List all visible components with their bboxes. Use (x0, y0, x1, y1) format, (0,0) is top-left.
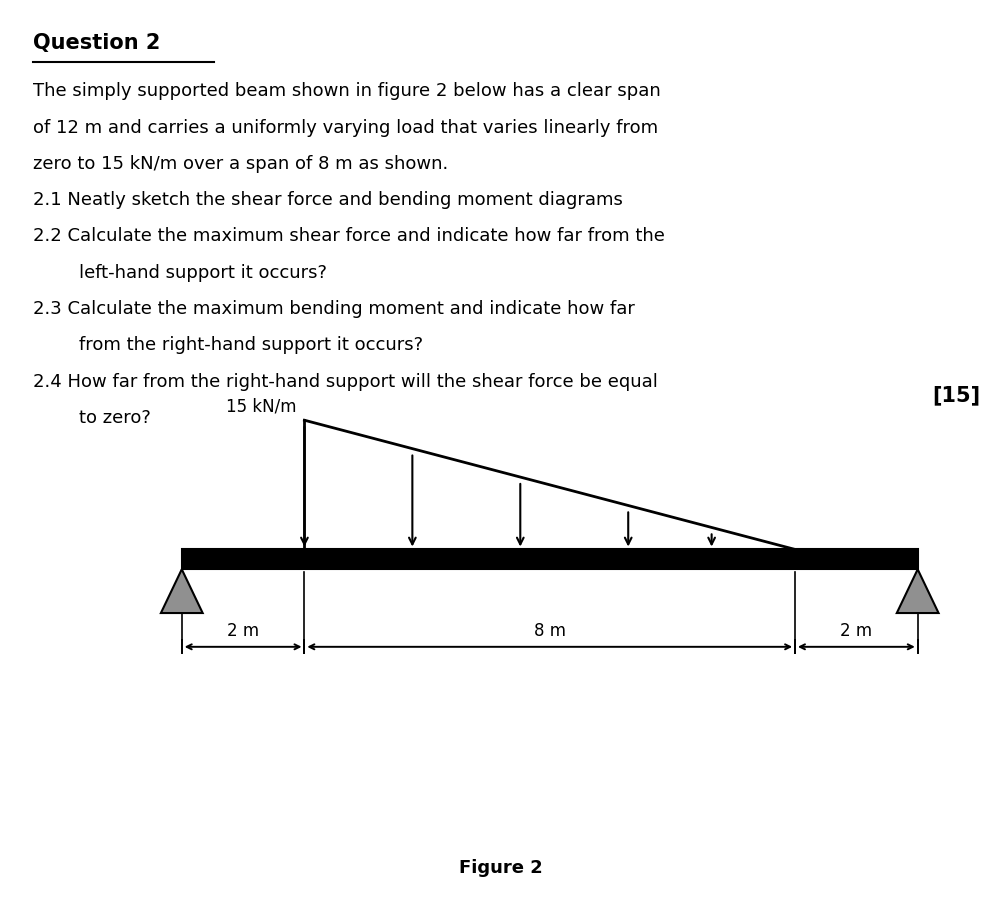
Text: The simply supported beam shown in figure 2 below has a clear span: The simply supported beam shown in figur… (33, 82, 660, 100)
Polygon shape (897, 570, 939, 613)
Text: 2 m: 2 m (841, 622, 873, 640)
Text: 2.4 How far from the right-hand support will the shear force be equal: 2.4 How far from the right-hand support … (33, 372, 657, 390)
Text: to zero?: to zero? (33, 409, 150, 427)
Text: 8 m: 8 m (534, 622, 566, 640)
Text: Figure 2: Figure 2 (459, 859, 543, 877)
Polygon shape (161, 570, 202, 613)
Text: Question 2: Question 2 (33, 33, 160, 53)
Text: 2.1 Neatly sketch the shear force and bending moment diagrams: 2.1 Neatly sketch the shear force and be… (33, 191, 622, 209)
Text: [15]: [15] (933, 386, 981, 406)
Text: of 12 m and carries a uniformly varying load that varies linearly from: of 12 m and carries a uniformly varying … (33, 118, 657, 136)
Text: 2 m: 2 m (227, 622, 260, 640)
Text: zero to 15 kN/m over a span of 8 m as shown.: zero to 15 kN/m over a span of 8 m as sh… (33, 155, 448, 173)
Text: from the right-hand support it occurs?: from the right-hand support it occurs? (33, 336, 423, 354)
Bar (181, 550, 918, 570)
Text: left-hand support it occurs?: left-hand support it occurs? (33, 264, 327, 282)
Text: 15 kN/m: 15 kN/m (226, 398, 297, 415)
Text: 2.2 Calculate the maximum shear force and indicate how far from the: 2.2 Calculate the maximum shear force an… (33, 228, 664, 246)
Text: 2.3 Calculate the maximum bending moment and indicate how far: 2.3 Calculate the maximum bending moment… (33, 300, 634, 318)
